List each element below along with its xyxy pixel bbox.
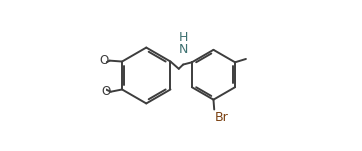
Text: Br: Br [215,111,229,124]
Text: O: O [100,54,109,67]
Text: H
N: H N [179,31,189,56]
Text: O: O [101,85,110,98]
